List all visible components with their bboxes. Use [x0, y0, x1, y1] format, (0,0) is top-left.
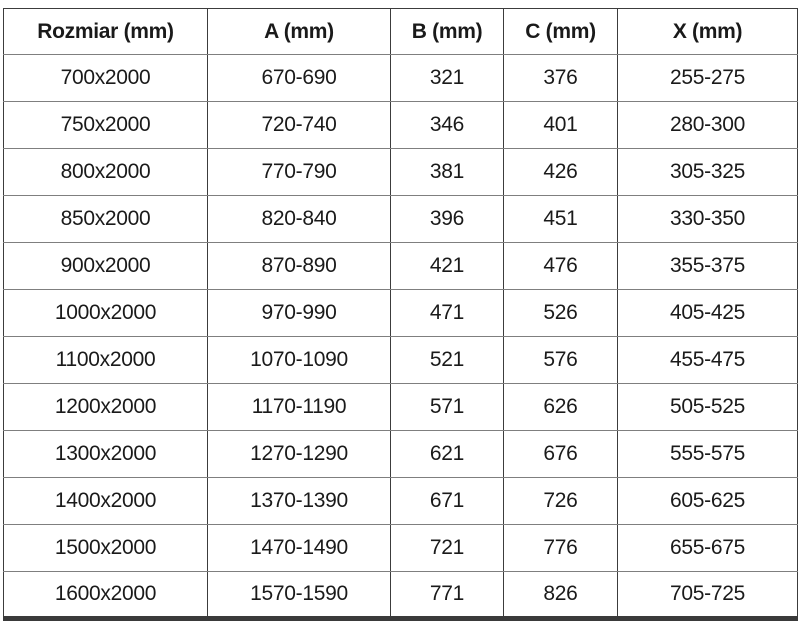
table-row: 700x2000 670-690 321 376 255-275	[3, 54, 798, 102]
table-cell: 900x2000	[3, 242, 208, 290]
table-cell: 305-325	[617, 148, 798, 196]
table-cell: 451	[503, 195, 618, 243]
table-cell: 1470-1490	[207, 524, 391, 572]
table-row: 900x2000 870-890 421 476 355-375	[3, 242, 798, 290]
table-cell: 1300x2000	[3, 430, 208, 478]
table-cell: 721	[390, 524, 504, 572]
table-cell: 720-740	[207, 101, 391, 149]
table-cell: 396	[390, 195, 504, 243]
table-cell: 555-575	[617, 430, 798, 478]
table-cell: 850x2000	[3, 195, 208, 243]
table-cell: 330-350	[617, 195, 798, 243]
table-row: 1200x2000 1170-1190 571 626 505-525	[3, 383, 798, 431]
table-row: 1300x2000 1270-1290 621 676 555-575	[3, 430, 798, 478]
table-cell: 526	[503, 289, 618, 337]
table-cell: 1000x2000	[3, 289, 208, 337]
table-header: Rozmiar (mm) A (mm) B (mm) C (mm) X (mm)	[3, 8, 798, 55]
table-cell: 771	[390, 571, 504, 619]
table-cell: 1100x2000	[3, 336, 208, 384]
table-cell: 571	[390, 383, 504, 431]
table-cell: 401	[503, 101, 618, 149]
table-cell: 576	[503, 336, 618, 384]
dimension-table-container: Rozmiar (mm) A (mm) B (mm) C (mm) X (mm)…	[3, 8, 798, 621]
table-cell: 405-425	[617, 289, 798, 337]
table-cell: 355-375	[617, 242, 798, 290]
column-header-b: B (mm)	[390, 8, 504, 55]
table-cell: 676	[503, 430, 618, 478]
table-cell: 750x2000	[3, 101, 208, 149]
column-header-a: A (mm)	[207, 8, 391, 55]
table-row: 1000x2000 970-990 471 526 405-425	[3, 289, 798, 337]
table-cell: 700x2000	[3, 54, 208, 102]
table-cell: 626	[503, 383, 618, 431]
table-row: 750x2000 720-740 346 401 280-300	[3, 101, 798, 149]
header-row: Rozmiar (mm) A (mm) B (mm) C (mm) X (mm)	[3, 8, 798, 55]
table-cell: 346	[390, 101, 504, 149]
table-cell: 1500x2000	[3, 524, 208, 572]
table-cell: 321	[390, 54, 504, 102]
table-cell: 970-990	[207, 289, 391, 337]
table-cell: 705-725	[617, 571, 798, 619]
table-cell: 1400x2000	[3, 477, 208, 525]
table-cell: 671	[390, 477, 504, 525]
table-cell: 1370-1390	[207, 477, 391, 525]
table-cell: 1170-1190	[207, 383, 391, 431]
table-cell: 826	[503, 571, 618, 619]
table-cell: 421	[390, 242, 504, 290]
table-cell: 476	[503, 242, 618, 290]
table-row: 800x2000 770-790 381 426 305-325	[3, 148, 798, 196]
table-cell: 820-840	[207, 195, 391, 243]
column-header-c: C (mm)	[503, 8, 618, 55]
table-body: 700x2000 670-690 321 376 255-275 750x2000 720-…	[3, 54, 798, 619]
table-cell: 1200x2000	[3, 383, 208, 431]
table-row: 1400x2000 1370-1390 671 726 605-625	[3, 477, 798, 525]
table-row: 1500x2000 1470-1490 721 776 655-675	[3, 524, 798, 572]
table-cell: 726	[503, 477, 618, 525]
dimension-table: Rozmiar (mm) A (mm) B (mm) C (mm) X (mm)…	[3, 8, 798, 621]
table-cell: 1600x2000	[3, 571, 208, 619]
table-cell: 1070-1090	[207, 336, 391, 384]
table-row: 1600x2000 1570-1590 771 826 705-725	[3, 571, 798, 619]
table-cell: 870-890	[207, 242, 391, 290]
table-cell: 1570-1590	[207, 571, 391, 619]
table-cell: 605-625	[617, 477, 798, 525]
table-cell: 376	[503, 54, 618, 102]
table-cell: 255-275	[617, 54, 798, 102]
table-cell: 426	[503, 148, 618, 196]
table-cell: 505-525	[617, 383, 798, 431]
table-cell: 770-790	[207, 148, 391, 196]
table-cell: 455-475	[617, 336, 798, 384]
table-cell: 381	[390, 148, 504, 196]
table-row: 850x2000 820-840 396 451 330-350	[3, 195, 798, 243]
table-cell: 1270-1290	[207, 430, 391, 478]
table-cell: 521	[390, 336, 504, 384]
table-row: 1100x2000 1070-1090 521 576 455-475	[3, 336, 798, 384]
table-cell: 471	[390, 289, 504, 337]
table-cell: 670-690	[207, 54, 391, 102]
table-cell: 800x2000	[3, 148, 208, 196]
table-cell: 621	[390, 430, 504, 478]
table-cell: 280-300	[617, 101, 798, 149]
column-header-x: X (mm)	[617, 8, 798, 55]
table-cell: 776	[503, 524, 618, 572]
column-header-rozmiar: Rozmiar (mm)	[3, 8, 208, 55]
table-cell: 655-675	[617, 524, 798, 572]
